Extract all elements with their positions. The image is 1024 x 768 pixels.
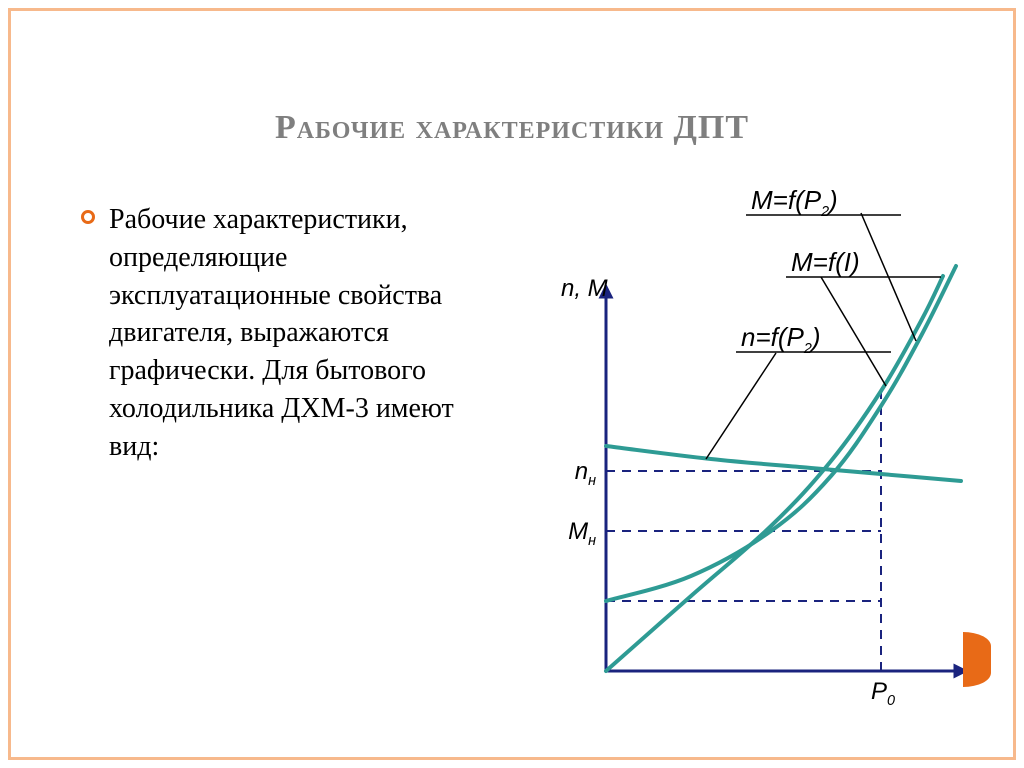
svg-text:M=f(P2): M=f(P2) [751, 185, 838, 220]
bullet-icon [81, 210, 95, 224]
slide-frame: Рабочие характеристики ДПТ Рабочие харак… [8, 8, 1016, 760]
chart-svg: nн Mн n, M P0 M=f(P2) M=f(I) n=f(P2) [491, 181, 1001, 721]
chart: nн Mн n, M P0 M=f(P2) M=f(I) n=f(P2) [491, 181, 1001, 721]
svg-text:nн: nн [575, 458, 596, 489]
svg-text:n=f(P2): n=f(P2) [741, 322, 821, 357]
corner-accent-icon [963, 632, 991, 687]
slide-title: Рабочие характеристики ДПТ [11, 109, 1013, 147]
svg-text:M=f(I): M=f(I) [791, 247, 860, 277]
svg-text:n, M: n, M [561, 275, 608, 302]
svg-text:Mн: Mн [568, 518, 596, 549]
svg-text:P0: P0 [871, 678, 895, 709]
body-text: Рабочие характеристики, определяющие экс… [109, 201, 461, 466]
body-block: Рабочие характеристики, определяющие экс… [81, 201, 461, 466]
